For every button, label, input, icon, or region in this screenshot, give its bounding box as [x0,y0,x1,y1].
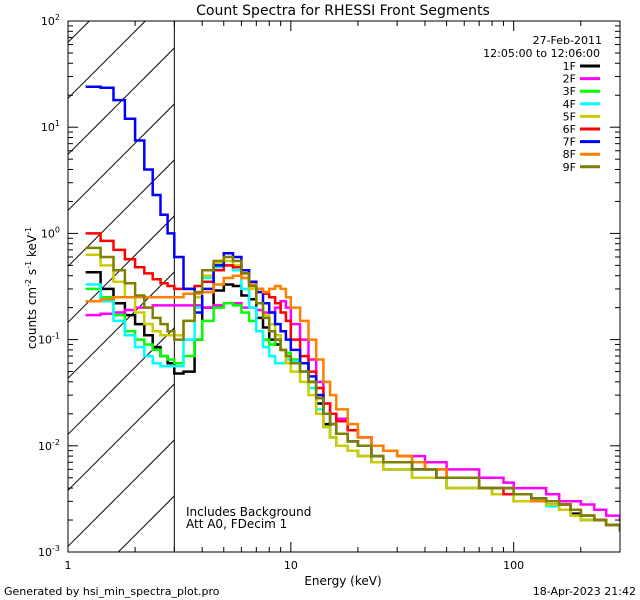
footer-timestamp: 18-Apr-2023 21:42 [533,585,636,598]
axis-ticks: 1 10 100 10-3 10-2 10-1 100 101 102 [38,13,621,572]
y-tick-label: 101 [41,119,60,134]
series-6F [85,232,620,532]
y-tick-label: 10-3 [38,544,60,559]
y-tick-label: 100 [41,225,60,240]
legend-label-1F: 1F [563,60,576,73]
hatch-line [67,383,175,491]
legend-label-2F: 2F [563,73,576,86]
legend-label-3F: 3F [563,85,576,98]
chart-title: Count Spectra for RHESSI Front Segments [196,3,490,19]
legend-label-9F: 9F [563,161,576,174]
legend-time-range: 12:05:00 to 12:06:00 [483,47,600,60]
series-9F [85,246,620,532]
footer-generated-by: Generated by hsi_min_spectra_plot.pro [4,585,220,598]
x-tick-label: 1 [65,559,72,572]
y-axis-label: counts cm-2 s-1 keV-1 [24,227,39,349]
hatch-line [67,20,146,99]
x-axis-label: Energy (keV) [304,574,381,588]
x-tick-label: 10 [284,559,298,572]
legend-label-8F: 8F [563,148,576,161]
plot-frame [67,20,621,553]
legend-label-4F: 4F [563,98,576,111]
annotation-background: Includes Background [186,505,311,519]
hatch-line [67,103,175,211]
y-tick-label: 10-2 [38,438,60,453]
series-layer [85,85,620,532]
legend-label-7F: 7F [563,136,576,149]
hatch-line [117,495,175,553]
series-7F [85,85,620,532]
hatch-line [67,327,175,435]
hatch-line [67,271,175,379]
x-tick-label: 100 [503,559,524,572]
hatch-line [67,439,175,547]
y-tick-label: 102 [41,13,60,28]
legend-label-6F: 6F [563,123,576,136]
legend-date: 27-Feb-2011 [533,34,602,47]
y-tick-label: 10-1 [38,332,60,347]
series-8F [85,274,620,532]
legend-label-5F: 5F [563,110,576,123]
annotation-attenuator: Att A0, FDecim 1 [186,517,287,531]
hatch-line [67,20,90,43]
